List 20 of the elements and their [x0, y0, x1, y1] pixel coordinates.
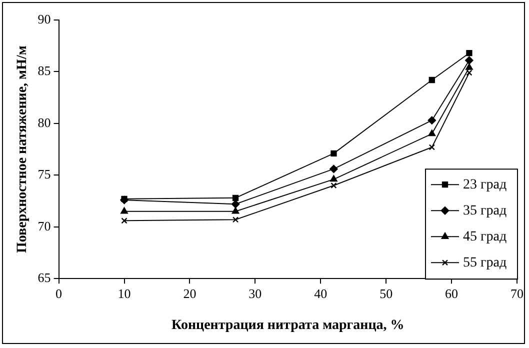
x-tick-label: 0	[56, 286, 62, 301]
legend-label: 35 град	[463, 203, 507, 218]
y-tick-label: 90	[38, 11, 51, 26]
legend-label: 45 град	[463, 229, 507, 244]
legend-label: 55 град	[463, 255, 507, 270]
x-tick-label: 40	[314, 286, 328, 301]
x-tick-label: 50	[380, 286, 393, 301]
x-tick-label: 30	[248, 286, 262, 301]
y-tick-label: 80	[38, 114, 51, 130]
x-axis-title: Концентрация нитрата марганца, %	[172, 318, 404, 334]
x-tick-label: 20	[183, 286, 196, 301]
legend-label: 23 град	[463, 177, 507, 192]
x-tick-label: 10	[118, 286, 131, 301]
y-tick-label: 75	[38, 166, 51, 182]
y-tick-label: 65	[38, 270, 51, 286]
x-tick-label: 60	[445, 286, 458, 301]
x-tick-label: 70	[510, 286, 524, 301]
y-axis-title: Поверхностное натяжение, мН/м	[15, 45, 30, 253]
y-tick-label: 70	[38, 218, 51, 234]
y-tick-label: 85	[38, 63, 51, 78]
